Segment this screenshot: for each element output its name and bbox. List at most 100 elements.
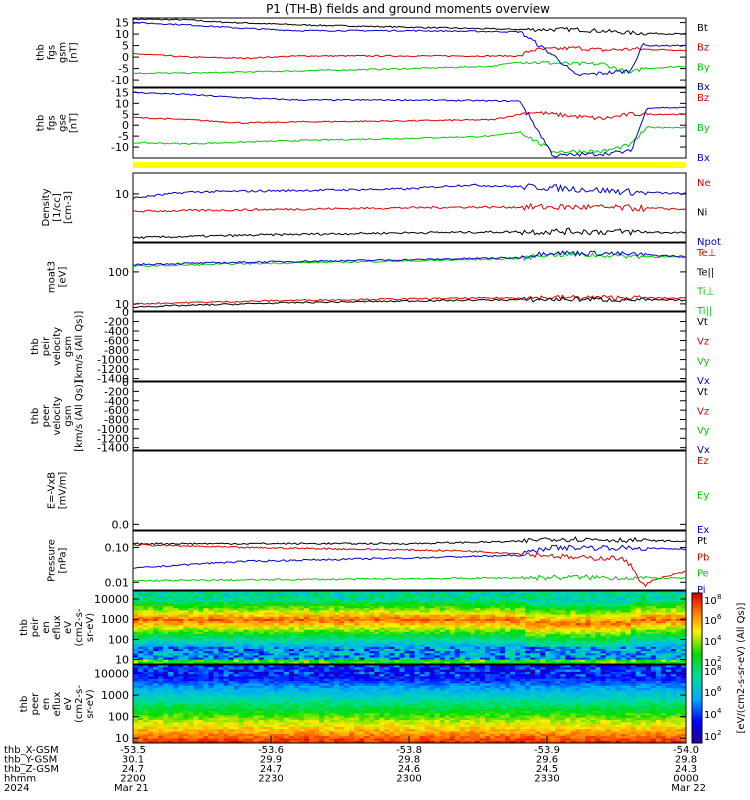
heatmap-cell (595, 601, 601, 605)
heatmap-cell (550, 671, 556, 675)
heatmap-cell (645, 631, 652, 635)
heatmap-cell (479, 648, 486, 652)
heatmap-cell (203, 597, 209, 600)
heatmap-cell (560, 593, 566, 596)
heatmap-cell (263, 623, 270, 626)
heatmap-cell (660, 671, 667, 675)
heatmap-cell (595, 595, 601, 598)
heatmap-cell (374, 638, 380, 641)
heatmap-cell (384, 646, 390, 650)
heatmap-cell (520, 621, 526, 624)
heatmap-cell (313, 610, 320, 613)
heatmap-cell (258, 657, 265, 661)
heatmap-cell (163, 623, 169, 626)
heatmap-cell (384, 629, 390, 633)
heatmap-cell (188, 593, 194, 596)
heatmap-cell (525, 681, 531, 684)
heatmap-cell (424, 648, 431, 652)
heatmap-cell (459, 642, 466, 646)
heatmap-cell (218, 669, 224, 673)
heatmap-cell (198, 633, 204, 637)
heatmap-cell (464, 636, 471, 639)
heatmap-cell (550, 661, 556, 665)
heatmap-cell (394, 612, 400, 616)
heatmap-cell (399, 636, 405, 639)
heatmap-cell (168, 629, 174, 633)
heatmap-cell (143, 627, 149, 631)
heatmap-cell (389, 616, 395, 620)
heatmap-cell (499, 678, 506, 682)
heatmap-cell (565, 614, 571, 618)
heatmap-cell (329, 614, 335, 618)
heatmap-cell (665, 665, 672, 668)
heatmap-cell (253, 623, 260, 626)
heatmap-cell (545, 636, 551, 639)
heatmap-cell (339, 610, 345, 613)
heatmap-cell (635, 595, 642, 598)
heatmap-cell (238, 681, 244, 684)
heatmap-cell (233, 674, 239, 677)
heatmap-cell (525, 642, 531, 646)
heatmap-cell (153, 665, 159, 668)
heatmap-cell (183, 644, 189, 648)
heatmap-cell (600, 603, 606, 607)
heatmap-cell (494, 646, 501, 650)
heatmap-cell (193, 591, 199, 594)
legend-entry: Ez (697, 456, 709, 467)
heatmap-cell (324, 599, 330, 603)
heatmap-cell (414, 659, 420, 663)
heatmap-cell (650, 644, 657, 648)
heatmap-cell (168, 591, 174, 594)
series-line-By (132, 126, 687, 155)
heatmap-cell (645, 669, 652, 673)
heatmap-cell (489, 599, 496, 603)
heatmap-cell (283, 653, 290, 656)
heatmap-cell (243, 655, 250, 658)
heatmap-cell (570, 667, 576, 670)
heatmap-cell (489, 591, 496, 594)
heatmap-cell (625, 638, 632, 641)
heatmap-cell (394, 659, 400, 663)
heatmap-cell (168, 674, 174, 677)
heatmap-cell (369, 595, 375, 598)
heatmap-cell (680, 601, 687, 605)
heatmap-cell (198, 638, 204, 641)
heatmap-cell (510, 638, 516, 641)
heatmap-cell (520, 593, 526, 596)
heatmap-cell (253, 659, 260, 663)
heatmap-cell (404, 614, 410, 618)
heatmap-cell (424, 601, 431, 605)
heatmap-cell (218, 653, 224, 656)
heatmap-cell (298, 616, 305, 620)
heatmap-cell (283, 667, 290, 670)
heatmap-cell (153, 661, 159, 665)
heatmap-cell (233, 653, 239, 656)
heatmap-cell (590, 610, 596, 613)
heatmap-cell (590, 651, 596, 654)
heatmap-cell (258, 614, 265, 618)
heatmap-cell (319, 610, 325, 613)
heatmap-cell (590, 644, 596, 648)
heatmap-cell (510, 681, 516, 684)
heatmap-cell (489, 595, 496, 598)
heatmap-cell (645, 681, 652, 684)
heatmap-cell (610, 601, 617, 605)
heatmap-cell (489, 593, 496, 596)
heatmap-cell (349, 648, 355, 652)
heatmap-cell (540, 661, 546, 665)
heatmap-cell (585, 648, 591, 652)
heatmap-cell (389, 648, 395, 652)
heatmap-cell (303, 591, 310, 594)
heatmap-cell (575, 671, 581, 675)
heatmap-cell (339, 623, 345, 626)
heatmap-cell (499, 653, 506, 656)
heatmap-cell (233, 597, 239, 600)
heatmap-cell (464, 651, 471, 654)
heatmap-cell (580, 655, 586, 658)
heatmap-cell (560, 601, 566, 605)
heatmap-cell (640, 676, 647, 680)
heatmap-cell (620, 674, 627, 677)
heatmap-cell (263, 601, 270, 605)
heatmap-cell (173, 671, 179, 675)
heatmap-cell (494, 683, 501, 687)
